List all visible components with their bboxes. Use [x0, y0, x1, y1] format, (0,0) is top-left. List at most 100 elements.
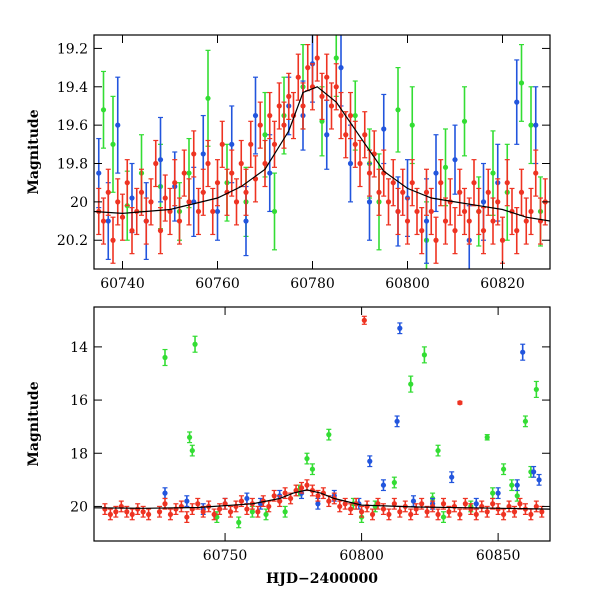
- top-data-point: [200, 189, 206, 195]
- bottom-data-point: [522, 418, 529, 424]
- top-data-point: [267, 170, 273, 176]
- bottom-data-point: [533, 386, 539, 393]
- bottom-data-point: [184, 498, 190, 504]
- bottom-data-point: [449, 474, 455, 480]
- bottom-xtick-label: 60750: [203, 548, 248, 564]
- top-data-point: [466, 218, 472, 224]
- top-panel-zoom: Magnitude 60740 60760 60780 60800 60820 19.2 1…: [26, 34, 551, 292]
- top-data-point: [324, 74, 330, 80]
- bottom-data-point: [282, 490, 288, 496]
- bottom-data-point: [408, 511, 414, 518]
- bottom-data-point: [107, 511, 113, 518]
- top-data-point: [100, 218, 107, 224]
- bottom-data-point: [394, 418, 400, 424]
- bottom-data-point: [509, 482, 515, 488]
- top-data-point: [172, 180, 178, 186]
- top-data-point: [395, 107, 401, 113]
- top-ytick-label: 19.4: [57, 80, 88, 96]
- top-data-point: [110, 237, 116, 243]
- top-data-point: [409, 180, 415, 186]
- top-data-point: [338, 65, 344, 71]
- top-data-point: [105, 189, 111, 195]
- bottom-data-point: [146, 511, 152, 518]
- top-xtick-label: 60740: [100, 276, 145, 292]
- bottom-data-point: [514, 482, 520, 488]
- top-data-point: [219, 141, 225, 147]
- top-data-point: [343, 132, 349, 138]
- top-data-point: [205, 160, 211, 167]
- top-data-point: [257, 122, 263, 128]
- top-ytick-label: 19.2: [57, 41, 88, 57]
- top-data-point: [110, 141, 116, 147]
- top-data-point: [357, 160, 363, 167]
- top-data-point: [186, 199, 192, 205]
- top-data-point: [129, 228, 135, 234]
- bottom-data-point: [528, 511, 534, 518]
- top-data-point: [328, 103, 335, 109]
- bottom-data-point: [495, 506, 501, 512]
- top-data-point: [347, 160, 354, 167]
- top-data-point: [461, 208, 468, 215]
- top-data-point: [157, 228, 164, 234]
- bottom-data-point: [195, 501, 201, 507]
- bottom-data-point: [446, 509, 452, 515]
- bottom-data-point: [473, 501, 479, 507]
- top-data-point: [533, 122, 539, 128]
- bottom-data-point: [162, 490, 168, 496]
- bottom-data-point: [361, 317, 367, 323]
- bottom-data-point: [408, 381, 414, 387]
- bottom-data-point: [287, 495, 294, 502]
- top-ytick-label: 19.8: [57, 157, 88, 173]
- bottom-data-point: [367, 458, 373, 464]
- bottom-data-point: [435, 447, 441, 454]
- bottom-data-point: [391, 501, 397, 507]
- top-data-point: [281, 122, 287, 128]
- bottom-data-point: [113, 509, 119, 515]
- top-data-point: [504, 180, 510, 186]
- top-data-point: [233, 199, 240, 205]
- top-data-point: [485, 189, 491, 195]
- top-data-point: [452, 157, 458, 163]
- bottom-data-point: [391, 479, 397, 486]
- bottom-data-point: [386, 511, 392, 518]
- bottom-xtick-label: 60850: [476, 548, 521, 564]
- top-data-point: [495, 199, 501, 205]
- top-data-point: [319, 118, 325, 124]
- top-data-point: [229, 170, 235, 176]
- top-xtick-label: 60820: [480, 276, 525, 292]
- bottom-data-point: [429, 503, 436, 510]
- top-xtick-label: 60780: [290, 276, 335, 292]
- top-panel-frame: [93, 34, 551, 270]
- top-data-point: [153, 160, 159, 167]
- top-data-point: [262, 160, 268, 167]
- top-ytick-label: 20: [70, 195, 88, 211]
- bottom-data-point: [457, 511, 463, 518]
- bottom-data-point: [277, 498, 283, 504]
- top-data-point: [428, 208, 434, 215]
- top-data-point: [143, 218, 149, 224]
- top-data-point: [333, 84, 339, 90]
- bottom-data-point: [140, 509, 146, 515]
- bottom-data-point: [342, 501, 348, 507]
- bottom-data-point: [192, 341, 198, 347]
- top-data-point: [438, 180, 444, 186]
- top-data-point: [409, 122, 415, 128]
- bottom-data-point: [315, 493, 321, 499]
- top-data-point: [267, 112, 273, 119]
- bottom-ytick-label: 14: [70, 340, 88, 356]
- bottom-data-point: [348, 506, 354, 512]
- top-data-point: [181, 170, 187, 176]
- top-data-point: [276, 103, 282, 109]
- top-data-point: [419, 228, 425, 234]
- top-data-point: [423, 189, 430, 195]
- bottom-data-point: [189, 447, 195, 454]
- top-data-point: [395, 208, 401, 215]
- top-data-point: [243, 189, 249, 195]
- bottom-data-point: [156, 509, 163, 515]
- bottom-data-point: [500, 466, 507, 472]
- bottom-ytick-label: 18: [70, 446, 88, 462]
- top-data-point: [490, 218, 496, 224]
- bottom-data-point: [457, 400, 463, 406]
- top-data-point: [385, 199, 392, 205]
- top-data-point: [115, 199, 121, 205]
